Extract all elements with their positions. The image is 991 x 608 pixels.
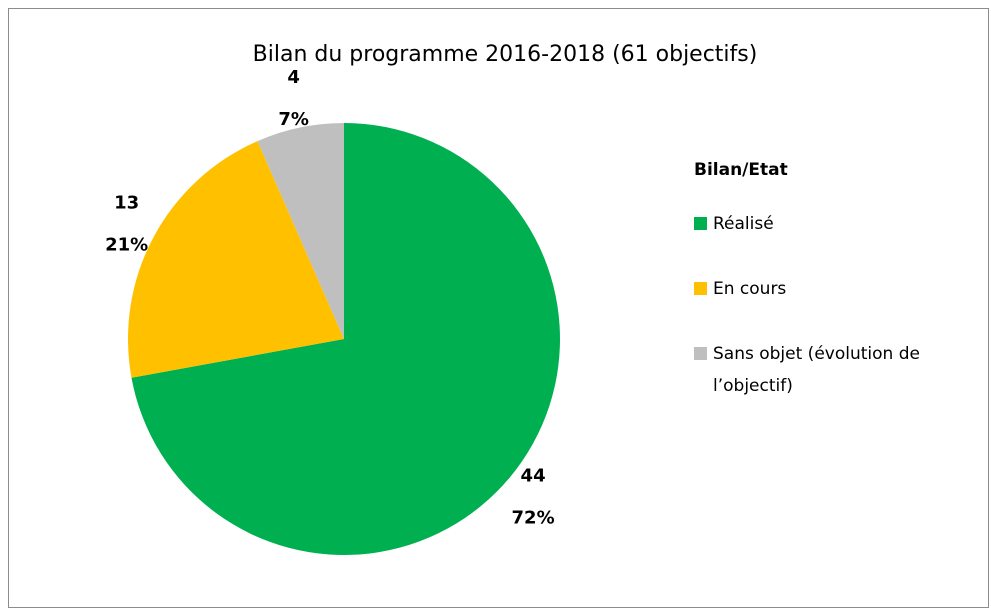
data-label: 4 (287, 67, 300, 88)
page: Bilan du programme 2016-2018 (61 objecti… (8, 8, 989, 608)
pie-slice (257, 123, 344, 339)
legend-swatch (694, 217, 707, 230)
pie-slice (131, 123, 561, 555)
data-label: 44 (521, 466, 546, 487)
legend-entry: Réalisé (694, 208, 978, 240)
legend-title: Bilan/Etat (694, 160, 788, 180)
data-label: 13 (114, 192, 139, 213)
legend-label: Réalisé (713, 214, 774, 234)
legend-label: Sans objet (évolution de l’objectif) (713, 344, 920, 396)
pie-slice (128, 141, 344, 378)
legend-entry: Sans objet (évolution de l’objectif) (694, 338, 978, 402)
legend-entry: En cours (694, 273, 978, 305)
chart-title: Bilan du programme 2016-2018 (61 objecti… (253, 42, 758, 67)
legend-swatch (694, 282, 707, 295)
legend-swatch (694, 347, 707, 360)
legend: Bilan/Etat Réalisé En cours Sans objet (év… (694, 160, 984, 435)
legend-label: En cours (713, 279, 787, 299)
percent-label: 21% (105, 234, 148, 255)
percent-label: 72% (512, 508, 555, 529)
percent-label: 7% (278, 109, 309, 130)
chart: Bilan du programme 2016-2018 (61 objecti… (105, 42, 758, 555)
